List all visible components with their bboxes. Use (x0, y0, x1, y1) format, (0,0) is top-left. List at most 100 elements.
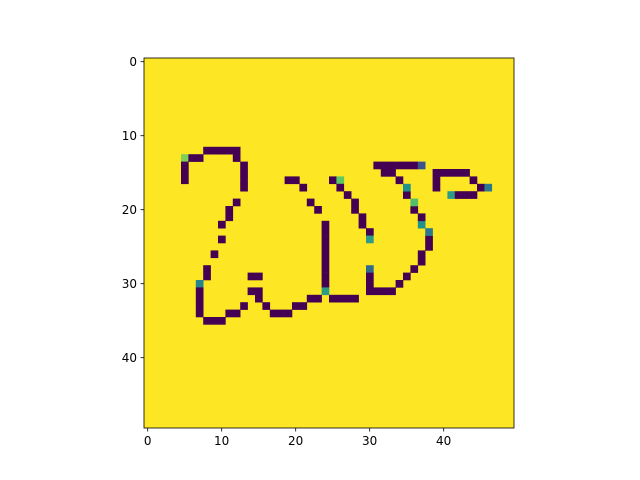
heatmap-cell (321, 220, 330, 229)
heatmap-cell (314, 206, 322, 214)
heatmap-cell (432, 183, 441, 192)
x-tick-label: 20 (288, 434, 303, 448)
heatmap-cell (417, 220, 426, 229)
heatmap-cell (218, 220, 226, 229)
heatmap-cell (321, 257, 330, 266)
heatmap-cell (395, 176, 404, 185)
heatmap-cell (329, 176, 337, 185)
heatmap-cell (425, 228, 433, 236)
heatmap-cell (203, 146, 211, 155)
heatmap-cell (181, 169, 189, 177)
heatmap-cell (410, 198, 419, 207)
heatmap-cell (284, 309, 293, 318)
heatmap-cell (232, 146, 241, 155)
heatmap-cell (210, 317, 219, 325)
heatmap-cell (366, 280, 374, 288)
heatmap-cell (218, 235, 226, 244)
heatmap-cell (380, 287, 389, 296)
heatmap-cell (403, 183, 411, 192)
heatmap-cell (358, 213, 367, 222)
heatmap-cell (351, 294, 359, 303)
heatmap-cell (188, 154, 197, 162)
heatmap-cell (343, 294, 352, 303)
heatmap-cell (195, 280, 204, 288)
heatmap-cell (299, 183, 308, 192)
heatmap-cell (203, 317, 211, 325)
heatmap-cell (440, 169, 448, 177)
heatmap-cell (225, 206, 234, 214)
heatmap-cell (395, 280, 404, 288)
heatmap-cell (240, 183, 248, 192)
heatmap-cell (410, 161, 419, 170)
heatmap-cell (321, 243, 330, 251)
heatmap-cell (454, 191, 463, 199)
heatmap-cell (210, 146, 219, 155)
heatmap-cell (321, 272, 330, 281)
y-tick-label: 30 (122, 277, 137, 291)
x-tick-label: 0 (144, 434, 152, 448)
axes-frame (143, 57, 515, 429)
heatmap-cell (292, 176, 300, 185)
heatmap-cell (255, 272, 263, 281)
heatmap-cell (262, 302, 271, 310)
heatmap-cell (388, 287, 396, 296)
heatmap-cell (306, 198, 315, 207)
heatmap-cell (469, 191, 478, 199)
heatmap-cell (232, 154, 241, 162)
heatmap-cell (410, 265, 419, 273)
heatmap-cell (447, 169, 456, 177)
plot-area (144, 58, 514, 428)
heatmap-cell (255, 287, 263, 296)
heatmap-cell (247, 287, 256, 296)
heatmap-cell (425, 235, 433, 244)
heatmap-cell (366, 287, 374, 296)
heatmap-cell (417, 213, 426, 222)
heatmap-cell (255, 294, 263, 303)
heatmap-cell (240, 176, 248, 185)
heatmap-cell (366, 235, 374, 244)
y-tick-label: 20 (122, 203, 137, 217)
heatmap-cell (314, 294, 322, 303)
heatmap-cell (284, 176, 293, 185)
heatmap-cell (203, 265, 211, 273)
heatmap-cell (240, 161, 248, 170)
heatmap-cell (181, 161, 189, 170)
heatmap-cell (321, 280, 330, 288)
heatmap-cell (240, 169, 248, 177)
heatmap-cell (225, 146, 234, 155)
heatmap-cell (247, 272, 256, 281)
heatmap-cell (321, 235, 330, 244)
heatmap-cell (292, 302, 300, 310)
heatmap-cell (277, 309, 285, 318)
heatmap-cell (218, 146, 226, 155)
heatmap-cell (410, 206, 419, 214)
heatmap-cell (232, 309, 241, 318)
heatmap-cell (469, 176, 478, 185)
heatmap-cell (218, 317, 226, 325)
heatmap-cell (462, 169, 470, 177)
heatmap-cell (299, 302, 308, 310)
heatmap-cell (403, 161, 411, 170)
heatmap-cell (403, 272, 411, 281)
heatmap-cell (388, 169, 396, 177)
heatmap-cell (380, 169, 389, 177)
heatmap-cell (321, 250, 330, 259)
heatmap-cell (380, 161, 389, 170)
x-tick-label: 30 (362, 434, 377, 448)
heatmap-cell (366, 265, 374, 273)
heatmap-cell (462, 191, 470, 199)
heatmap-cell (336, 183, 345, 192)
heatmap-cell (358, 220, 367, 229)
heatmap-cell (366, 272, 374, 281)
heatmap-cell (351, 206, 359, 214)
heatmap-cell (403, 191, 411, 199)
heatmap-cell (388, 161, 396, 170)
x-tick-label: 10 (214, 434, 229, 448)
heatmap-cell (225, 309, 234, 318)
heatmap-cell (351, 198, 359, 207)
heatmap-cell (321, 228, 330, 236)
heatmap-cell (432, 169, 441, 177)
heatmap-cell (373, 161, 382, 170)
heatmap-cell (240, 302, 248, 310)
